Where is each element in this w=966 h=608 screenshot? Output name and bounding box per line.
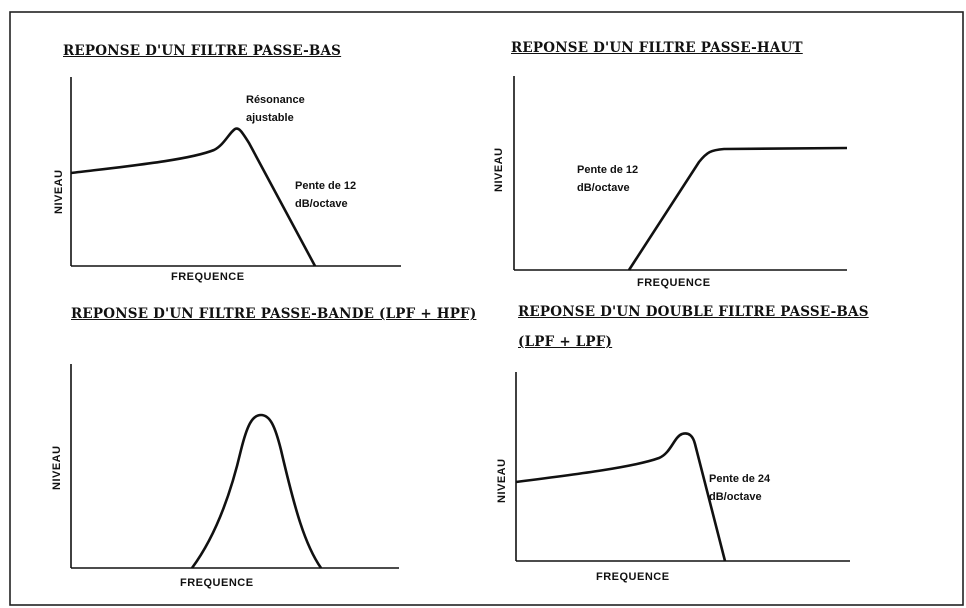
annotation-line: Pente de 12: [577, 164, 639, 176]
panel-highpass-title: REPONSE D'UN FILTRE PASSE-HAUT: [511, 40, 803, 56]
panel-highpass-axes: [513, 76, 847, 271]
panel-lowpass-annotation-resonance: Résonance ajustable: [246, 91, 305, 127]
panel-lowpass-ylabel: NIVEAU: [53, 169, 65, 214]
panel-lowpass-curve: [70, 127, 317, 267]
annotation-line: Pente de 24: [709, 473, 771, 485]
annotation-line: Résonance: [246, 94, 305, 106]
panel-double-lowpass-title-line2: (LPF + LPF): [518, 334, 613, 350]
panel-double-lowpass-ylabel: NIVEAU: [496, 458, 508, 503]
diagram-frame: REPONSE D'UN FILTRE PASSE-BAS Résonance …: [9, 0, 965, 607]
panel-lowpass-title: REPONSE D'UN FILTRE PASSE-BAS: [63, 43, 342, 59]
panel-lowpass-xlabel: FREQUENCE: [171, 271, 245, 283]
panel-bandpass-ylabel: NIVEAU: [51, 445, 63, 490]
panel-bandpass-xlabel: FREQUENCE: [180, 577, 254, 589]
annotation-line: dB/octave: [577, 182, 630, 194]
panel-double-lowpass-title: REPONSE D'UN DOUBLE FILTRE PASSE-BAS: [518, 304, 869, 320]
panel-bandpass-axes: [70, 364, 399, 569]
panel-bandpass-title: REPONSE D'UN FILTRE PASSE-BANDE (LPF + H…: [71, 306, 477, 322]
panel-highpass-curve: [627, 146, 848, 271]
annotation-line: dB/octave: [709, 491, 762, 503]
annotation-line: ajustable: [246, 112, 294, 124]
panel-highpass-xlabel: FREQUENCE: [637, 277, 711, 289]
panel-double-lowpass-curve: [515, 432, 727, 562]
panel-highpass-annotation-slope: Pente de 12 dB/octave: [577, 161, 638, 197]
panel-double-lowpass-annotation-slope: Pente de 24 dB/octave: [709, 470, 770, 506]
panel-highpass-ylabel: NIVEAU: [493, 147, 505, 192]
panel-double-lowpass-xlabel: FREQUENCE: [596, 571, 670, 583]
panel-double-lowpass-axes: [515, 372, 850, 562]
panel-lowpass-annotation-slope: Pente de 12 dB/octave: [295, 177, 356, 213]
annotation-line: dB/octave: [295, 198, 348, 210]
diagram-canvas: [9, 11, 964, 606]
panel-bandpass-curve: [190, 413, 323, 569]
outer-border: [9, 11, 964, 606]
panel-lowpass-axes: [70, 77, 401, 267]
annotation-line: Pente de 12: [295, 180, 357, 192]
